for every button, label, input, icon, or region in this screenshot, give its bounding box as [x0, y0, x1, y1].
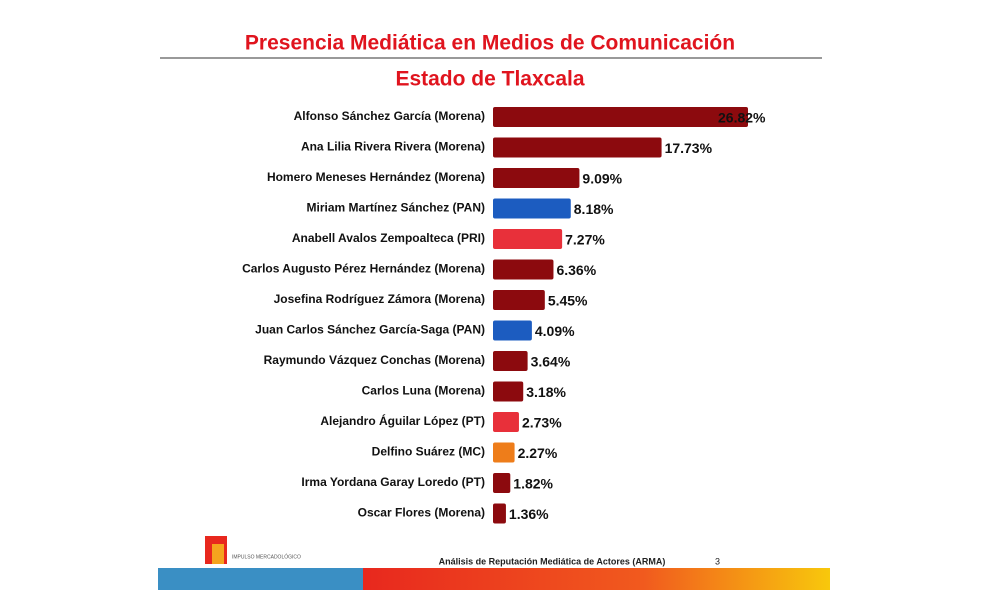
- bar: [493, 137, 662, 158]
- bar: [493, 320, 532, 341]
- bar: [493, 381, 524, 402]
- page-number: 3: [715, 556, 720, 566]
- value-label: 9.09%: [582, 171, 622, 187]
- bar: [493, 412, 519, 432]
- value-label: 2.73%: [522, 415, 562, 431]
- value-label: 7.27%: [565, 232, 605, 248]
- value-label: 6.36%: [556, 262, 596, 278]
- bar: [493, 442, 515, 463]
- bar: [493, 351, 528, 371]
- value-label: 4.09%: [535, 323, 575, 339]
- bar: [493, 168, 580, 188]
- chart-title: Presencia Mediática en Medios de Comunic…: [245, 32, 735, 55]
- category-label: Homero Meneses Hernández (Morena): [267, 170, 485, 184]
- bar: [493, 229, 563, 249]
- category-label: Josefina Rodríguez Zámora (Morena): [274, 292, 485, 306]
- logo-text: IMPULSO MERCADOLÓGICO: [232, 553, 301, 560]
- value-label: 26.82%: [718, 110, 766, 126]
- bar: [493, 198, 571, 219]
- value-label: 8.18%: [574, 201, 614, 217]
- category-label: Carlos Luna (Morena): [362, 384, 485, 398]
- category-label: Miriam Martínez Sánchez (PAN): [307, 201, 485, 215]
- category-label: Raymundo Vázquez Conchas (Morena): [264, 353, 485, 367]
- chart-subtitle: Estado de Tlaxcala: [395, 68, 584, 91]
- category-label: Ana Lilia Rivera Rivera (Morena): [301, 140, 485, 154]
- bar: [493, 107, 748, 127]
- value-label: 3.64%: [531, 354, 571, 370]
- value-label: 17.73%: [665, 140, 713, 156]
- bar: [493, 259, 554, 280]
- value-label: 5.45%: [548, 293, 588, 309]
- category-label: Alejandro Águilar López (PT): [320, 413, 485, 428]
- category-label: Delfino Suárez (MC): [372, 445, 485, 459]
- footer-text: Análisis de Reputación Mediática de Acto…: [439, 556, 666, 566]
- category-label: Oscar Flores (Morena): [358, 506, 485, 520]
- category-label: Juan Carlos Sánchez García-Saga (PAN): [255, 323, 485, 337]
- category-label: Alfonso Sánchez García (Morena): [294, 109, 485, 123]
- category-label: Irma Yordana Garay Loredo (PT): [301, 475, 485, 489]
- value-label: 1.82%: [513, 476, 553, 492]
- category-label: Carlos Augusto Pérez Hernández (Morena): [242, 262, 485, 276]
- value-label: 1.36%: [509, 506, 549, 522]
- bar: [493, 290, 545, 310]
- value-label: 2.27%: [518, 445, 558, 461]
- bar: [493, 503, 506, 524]
- category-label: Anabell Avalos Zempoalteca (PRI): [292, 231, 485, 245]
- bar: [493, 473, 511, 493]
- footer-band-right: [363, 568, 830, 590]
- logo-mark-inner: [212, 544, 224, 564]
- footer-band-left: [158, 568, 363, 590]
- value-label: 3.18%: [526, 384, 566, 400]
